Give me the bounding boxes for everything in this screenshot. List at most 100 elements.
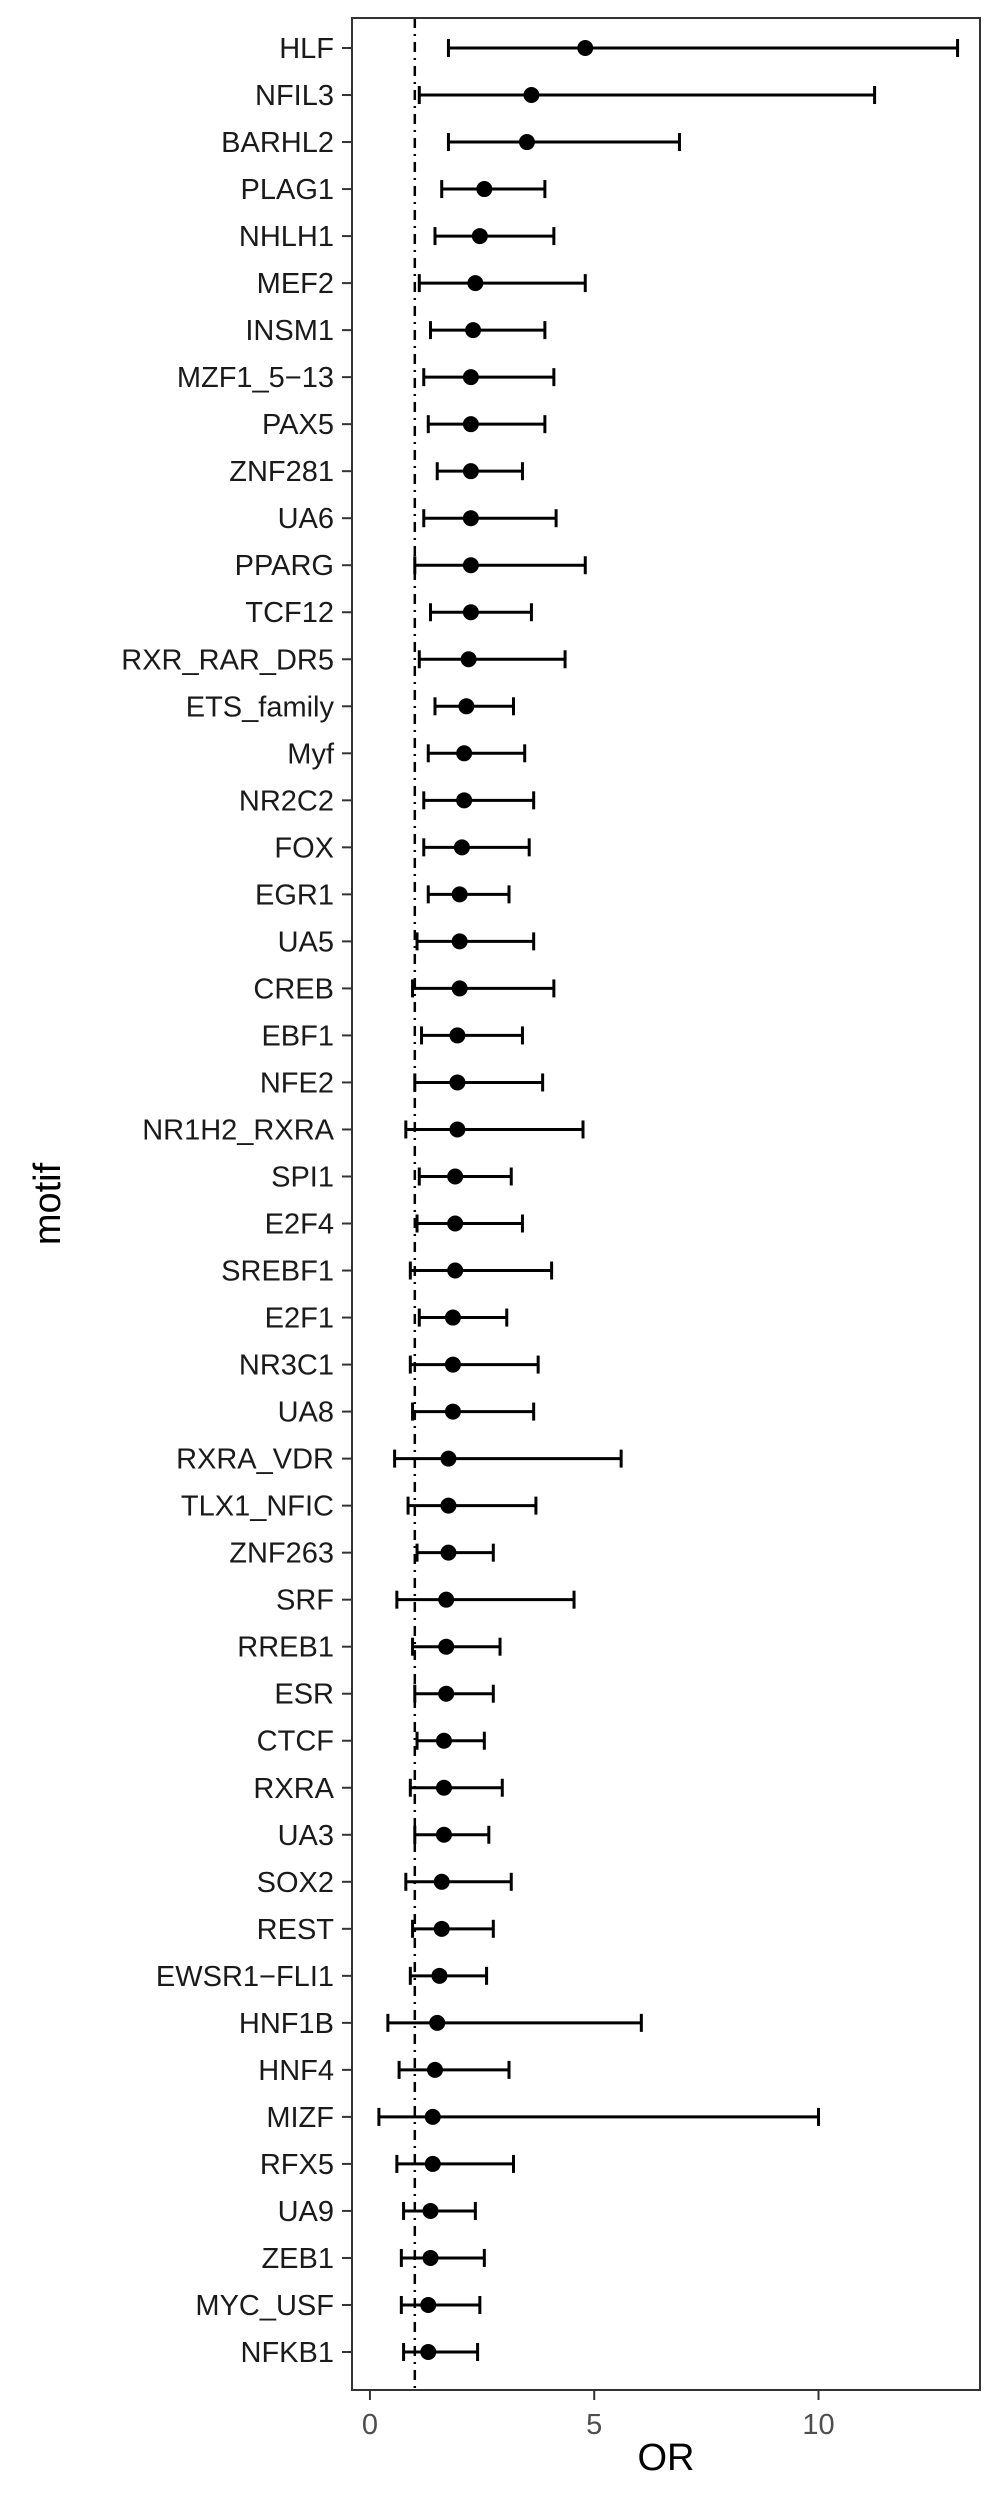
or-point [433, 1920, 450, 1937]
y-tick-label: BARHL2 [221, 127, 334, 159]
motif-estimate [411, 1402, 536, 1421]
motif-estimate [417, 1308, 509, 1327]
y-tick-label: REST [257, 1914, 335, 1946]
y-tick-label: NR3C1 [239, 1350, 334, 1382]
y-tick-label: UA5 [278, 926, 334, 958]
x-tick-label: 10 [802, 2409, 834, 2441]
y-tick-label: RFX5 [260, 2149, 334, 2181]
y-tick-label: NR1H2_RXRA [142, 1114, 334, 1146]
motif-estimate [426, 885, 511, 904]
or-point [523, 87, 540, 104]
y-tick-label: HNF1B [239, 2008, 334, 2040]
or-point [451, 933, 468, 950]
or-point [518, 134, 535, 151]
y-axis-labels: HLF NFIL3 BARHL2 PLAG1 NHLH1 MEF2 INSM1 MZF1_5−… [121, 33, 335, 2369]
motif-estimate [404, 1120, 585, 1139]
or-point [438, 1685, 455, 1702]
or-point [465, 322, 482, 339]
motif-estimate [426, 744, 527, 763]
y-tick-label: PLAG1 [241, 174, 335, 206]
motif-estimate [395, 1590, 576, 1609]
motif-estimate [446, 133, 681, 152]
y-tick-label: RXRA_VDR [176, 1444, 334, 1476]
motif-estimate [413, 1684, 495, 1703]
y-tick-label: SOX2 [257, 1867, 334, 1899]
y-axis-title: motif [27, 1162, 69, 1245]
y-tick-label: INSM1 [245, 315, 334, 347]
motif-estimate [408, 1355, 540, 1374]
motif-estimate [415, 1214, 524, 1233]
or-point [440, 1544, 457, 1561]
y-tick-label: E2F4 [265, 1209, 334, 1241]
motif-estimate [393, 1449, 623, 1468]
y-tick-label: SRF [276, 1585, 334, 1617]
y-tick-label: MZF1_5−13 [177, 362, 334, 394]
motif-estimate [433, 227, 556, 246]
motif-estimate [415, 932, 536, 951]
y-tick-label: NFKB1 [241, 2337, 334, 2369]
motif-estimate [446, 39, 960, 57]
x-axis-title: OR [638, 2437, 695, 2479]
x-tick-label: 5 [586, 2409, 602, 2441]
y-tick-label: NR2C2 [239, 785, 334, 817]
or-point [447, 1215, 464, 1232]
motif-estimate [429, 603, 533, 622]
or-point [435, 1779, 452, 1796]
y-tick-label: NHLH1 [239, 221, 334, 253]
motif-estimate [435, 462, 524, 481]
y-tick-label: EWSR1−FLI1 [156, 1961, 334, 1993]
or-point [462, 604, 479, 621]
or-point [447, 1168, 464, 1185]
or-point [471, 228, 488, 245]
y-tick-label: SREBF1 [221, 1256, 334, 1288]
motif-estimate [377, 2107, 821, 2126]
or-point [444, 1356, 461, 1373]
y-tick-label: ESR [274, 1679, 334, 1711]
or-point [462, 463, 479, 480]
or-point [422, 2202, 439, 2219]
motif-estimate [433, 697, 515, 716]
motif-estimate [426, 415, 547, 434]
or-point [420, 2344, 437, 2360]
y-tick-label: RXR_RAR_DR5 [121, 644, 334, 676]
motif-estimate [415, 1731, 486, 1750]
motif-estimate [422, 838, 531, 857]
y-tick-label: Myf [287, 738, 335, 770]
y-axis-ticks [342, 47, 352, 2353]
or-point [426, 2061, 443, 2078]
y-tick-label: ZEB1 [261, 2243, 334, 2275]
or-point [458, 698, 475, 715]
y-tick-label: EGR1 [255, 879, 334, 911]
motif-estimate [404, 1872, 513, 1891]
motif-estimate [397, 2060, 511, 2079]
y-tick-label: CTCF [257, 1726, 334, 1758]
or-point [462, 416, 479, 433]
y-tick-label: CREB [253, 973, 334, 1005]
y-tick-label: ETS_family [186, 691, 335, 723]
motif-estimate [420, 1026, 524, 1045]
or-point [456, 745, 473, 762]
or-point [462, 369, 479, 386]
motif-estimate [413, 1825, 491, 1844]
or-point [444, 1403, 461, 1420]
x-tick-label: 0 [362, 2409, 378, 2441]
or-point [462, 510, 479, 527]
y-tick-label: TLX1_NFIC [181, 1491, 334, 1523]
or-point [476, 181, 493, 198]
motif-estimate [422, 368, 556, 387]
y-tick-label: UA3 [278, 1820, 334, 1852]
y-tick-label: ZNF263 [229, 1538, 334, 1570]
y-tick-label: UA6 [278, 503, 334, 535]
motif-estimate [413, 556, 587, 575]
y-tick-label: UA9 [278, 2196, 334, 2228]
motif-estimate [408, 1966, 489, 1985]
or-point [433, 1873, 450, 1890]
motif-estimate [395, 2154, 515, 2173]
motif-estimate [399, 2248, 486, 2267]
y-tick-label: RXRA [253, 1773, 334, 1805]
or-point [456, 792, 473, 809]
y-tick-label: RREB1 [237, 1632, 334, 1664]
data-marks [377, 39, 960, 2361]
